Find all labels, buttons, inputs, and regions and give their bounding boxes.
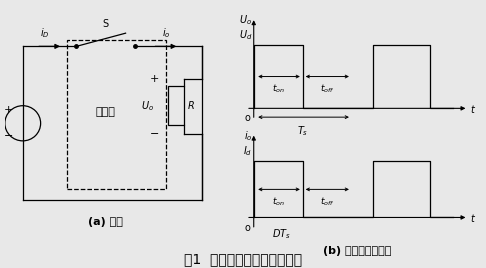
Bar	[168, 86, 184, 125]
Text: +: +	[3, 105, 13, 115]
Text: +: +	[150, 74, 159, 84]
Bar	[68, 40, 166, 189]
Text: $U_o$: $U_o$	[239, 13, 252, 27]
Text: −: −	[3, 132, 13, 142]
Text: $t_{off}$: $t_{off}$	[320, 82, 335, 95]
Text: $U_o$: $U_o$	[141, 99, 155, 113]
Text: $t$: $t$	[470, 103, 476, 115]
Text: o: o	[245, 223, 251, 233]
Text: $i_o$: $i_o$	[243, 129, 252, 143]
Text: $t$: $t$	[470, 213, 476, 225]
Text: (a) 电路: (a) 电路	[88, 217, 123, 227]
Text: $T_s$: $T_s$	[297, 124, 309, 138]
Text: $DT_s$: $DT_s$	[272, 228, 291, 241]
Text: −: −	[150, 129, 159, 139]
Text: $t_{off}$: $t_{off}$	[320, 196, 335, 208]
Text: S: S	[103, 19, 108, 29]
Text: 图1  降压型斩波器电路及波形: 图1 降压型斩波器电路及波形	[184, 253, 302, 267]
Text: o: o	[245, 113, 251, 123]
Text: 斩波器: 斩波器	[96, 107, 115, 117]
Text: $i_D$: $i_D$	[40, 26, 50, 40]
Text: R: R	[188, 101, 195, 111]
Text: $t_{on}$: $t_{on}$	[272, 82, 285, 95]
Text: $I_d$: $I_d$	[243, 144, 252, 158]
Text: (b) 电压、电流波形: (b) 电压、电流波形	[323, 245, 391, 256]
Text: $t_{on}$: $t_{on}$	[272, 196, 285, 208]
Text: $i_o$: $i_o$	[161, 26, 170, 40]
Text: $U_d$: $U_d$	[239, 28, 252, 42]
